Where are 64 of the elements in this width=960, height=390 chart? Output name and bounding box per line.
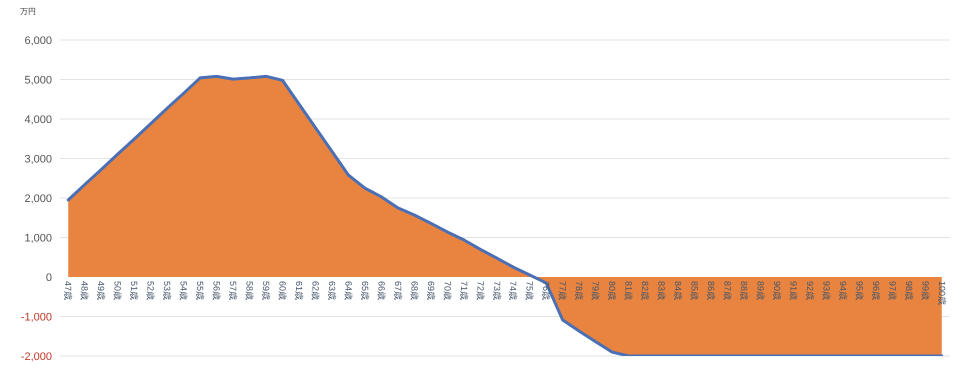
x-tick-label: 56歳	[212, 281, 222, 300]
x-tick-label: 62歳	[310, 281, 320, 300]
x-tick-label: 51歳	[129, 281, 140, 300]
x-tick-label: 79歳	[590, 281, 601, 300]
x-tick-label: 66歳	[376, 281, 386, 300]
x-tick-label: 54歳	[178, 281, 189, 300]
x-tick-label: 60歳	[278, 281, 288, 300]
x-tick-label: 67歳	[392, 281, 403, 300]
x-tick-label: 90歳	[772, 281, 782, 300]
x-tick-label: 78歳	[574, 281, 584, 300]
x-tick-label: 72歳	[475, 281, 486, 300]
x-tick-label: 83歳	[656, 281, 667, 300]
x-tick-label: 84歳	[673, 281, 684, 300]
x-tick-label: 70歳	[442, 281, 452, 300]
x-tick-label: 76歳	[541, 281, 552, 300]
y-tick-label: -1,000	[20, 312, 52, 324]
y-tick-label: 2,000	[24, 193, 52, 205]
y-tick-label: 4,000	[24, 114, 52, 126]
x-tick-label: 99歳	[920, 281, 930, 300]
x-tick-label: 96歳	[870, 281, 881, 300]
y-axis-title: 万円	[20, 7, 36, 16]
x-tick-label: 47歳	[63, 281, 74, 300]
x-tick-label: 86歳	[706, 281, 716, 300]
y-tick-label: 3,000	[24, 154, 52, 166]
x-tick-label: 74歳	[508, 281, 518, 300]
x-tick-label: 94歳	[838, 281, 848, 300]
x-tick-label: 49歳	[96, 281, 106, 300]
x-tick-label: 77歳	[558, 281, 568, 300]
x-tick-label: 59歳	[261, 281, 272, 300]
x-tick-label: 85歳	[690, 281, 700, 300]
x-tick-label: 87歳	[722, 281, 732, 300]
y-tick-label: -2,000	[20, 351, 52, 363]
x-tick-label: 73歳	[492, 281, 502, 300]
x-tick-label: 81歳	[624, 281, 634, 300]
x-tick-label: 69歳	[426, 281, 436, 300]
x-tick-label: 82歳	[640, 281, 650, 300]
x-tick-label: 89歳	[755, 281, 766, 300]
x-tick-label: 100歳	[936, 281, 947, 306]
x-tick-label: 97歳	[887, 281, 898, 300]
x-tick-label: 55歳	[195, 281, 206, 300]
x-tick-label: 88歳	[738, 281, 749, 300]
x-tick-label: 61歳	[294, 281, 304, 300]
x-tick-label: 57歳	[228, 281, 238, 300]
x-tick-label: 63歳	[326, 281, 337, 300]
x-tick-label: 75歳	[524, 281, 535, 300]
x-tick-label: 98歳	[904, 281, 914, 300]
x-tick-label: 65歳	[360, 281, 370, 300]
x-tick-label: 95歳	[854, 281, 864, 300]
x-tick-label: 93歳	[821, 281, 832, 300]
x-tick-label: 58歳	[244, 281, 255, 300]
x-tick-label: 64歳	[343, 281, 354, 300]
x-tick-label: 53歳	[162, 281, 172, 300]
x-tick-label: 48歳	[80, 281, 90, 300]
y-tick-label: 1,000	[24, 232, 52, 244]
x-tick-label: 80歳	[607, 281, 618, 300]
x-tick-label: 91歳	[788, 281, 798, 300]
x-tick-label: 92歳	[804, 281, 815, 300]
x-tick-label: 71歳	[458, 281, 469, 300]
y-tick-label: 6,000	[24, 35, 52, 47]
x-tick-label: 68歳	[409, 281, 420, 300]
y-tick-label: 0	[46, 272, 52, 284]
x-tick-label: 52歳	[146, 281, 156, 300]
x-tick-label: 50歳	[112, 281, 123, 300]
y-tick-label: 5,000	[24, 74, 52, 86]
